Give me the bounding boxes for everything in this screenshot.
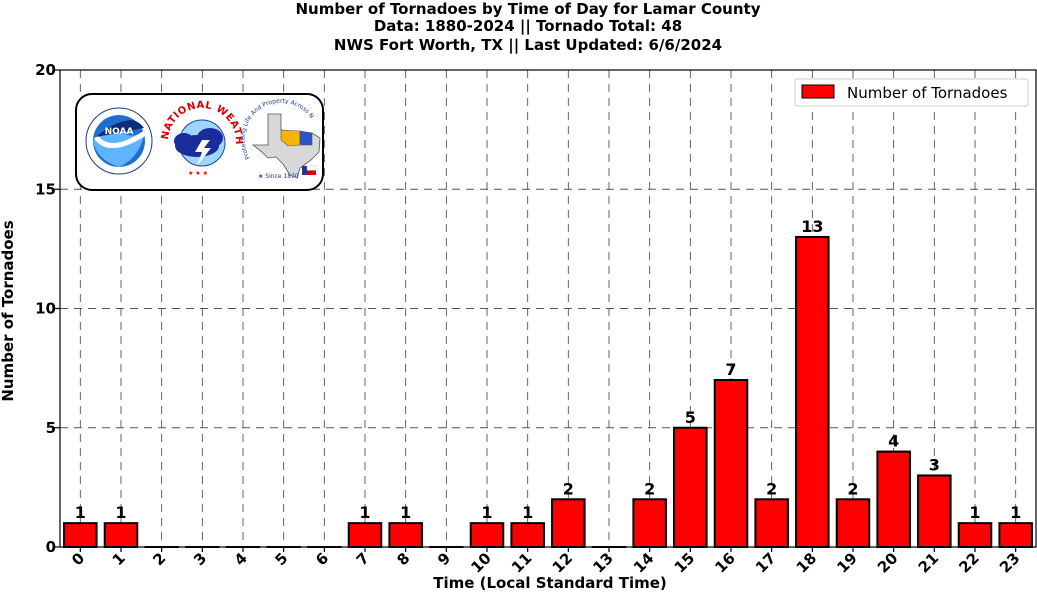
bars [63,235,1033,549]
x-tick-label: 11 [508,549,535,576]
x-tick-label: 2 [149,549,169,569]
bar-value-label-hour-21: 3 [929,455,940,474]
x-tick-label: 22 [955,549,982,576]
bar-hour-11 [510,522,545,549]
logo-panel: NOAA NATIONAL WEATHER SERVICE ★ ★ ★ Prot… [0,0,324,191]
bar-value-label-hour-23: 1 [1010,503,1021,522]
chart-title-line-2: Data: 1880-2024 || Tornado Total: 48 [374,17,682,36]
x-tick-label: 3 [190,549,210,569]
bar-hour-19 [835,498,871,548]
y-tick-label: 0 [46,538,56,556]
x-tick-label: 6 [312,549,332,569]
y-axis-ticks: 0 5 10 15 20 [35,61,60,556]
legend-label: Number of Tornadoes [847,84,1008,102]
bar-value-label-hour-11: 1 [522,503,533,522]
y-tick-label: 15 [35,180,56,198]
bar-hour-0 [63,522,98,549]
bar-hour-7 [347,522,383,549]
y-tick-label: 5 [46,419,56,437]
bar-value-label-hour-14: 2 [644,479,655,498]
bar-value-label-hour-22: 1 [969,503,980,522]
bar-hour-1 [103,522,139,549]
bar-value-label-hour-15: 5 [685,408,696,427]
x-tick-label: 21 [915,549,942,576]
bar-hour-17 [754,498,789,548]
x-tick-label: 0 [68,549,88,569]
svg-text:★ ★ ★: ★ ★ ★ [188,170,208,177]
x-tick-label: 17 [752,549,779,576]
bar-hour-14 [632,498,667,548]
x-tick-label: 1 [109,549,129,569]
legend: Number of Tornadoes [794,78,1029,107]
x-tick-label: 19 [833,549,860,576]
chart-title: Number of Tornadoes by Time of Day for L… [296,0,761,55]
x-axis-label: Time (Local Standard Time) [433,574,667,592]
x-tick-label: 20 [874,549,901,576]
x-tick-label: 10 [467,549,494,576]
texas-flag-icon [302,165,317,175]
bar-hour-12 [551,498,586,548]
y-tick-label: 10 [35,300,56,318]
bar-hour-10 [469,522,505,549]
x-tick-label: 13 [589,549,616,576]
x-axis-ticks: 0 1 2 3 4 5 6 7 8 9 10 11 12 13 14 15 16 17 18 19 20 21 22 23 [68,547,1023,577]
x-tick-label: 7 [353,549,373,569]
bar-value-label-hour-20: 4 [888,432,899,451]
x-tick-label: 8 [393,549,413,569]
bar-value-label-hour-10: 1 [481,503,492,522]
bar-hour-18 [795,235,830,548]
bar-hour-8 [388,522,423,549]
bar-hour-22 [957,522,993,549]
chart-title-line-3: NWS Fort Worth, TX || Last Updated: 6/6/… [334,36,722,55]
y-axis-label: Number of Tornadoes [0,220,17,401]
legend-box [794,78,1029,107]
x-tick-label: 4 [231,549,251,569]
y-tick-label: 20 [35,61,56,79]
bar-hour-20 [876,450,911,549]
bar-hour-16 [713,379,749,548]
bar-hour-15 [673,426,708,548]
legend-swatch [801,84,835,99]
x-tick-label: 23 [996,549,1023,576]
noaa-logo-text: NOAA [105,127,134,137]
x-tick-label: 14 [630,549,657,576]
noaa-logo: NOAA [85,107,153,175]
bar-hour-23 [998,522,1033,549]
bar-value-label-hour-0: 1 [75,503,86,522]
bar-hour-21 [917,474,952,549]
x-tick-label: 9 [434,549,454,569]
since-1870-text: ★ Since 1870 [258,173,299,180]
x-tick-label: 5 [271,549,291,569]
bar-value-label-hour-7: 1 [359,503,370,522]
bar-value-label-hour-17: 2 [766,479,777,498]
bar-value-label-hour-19: 2 [847,479,858,498]
chart-title-line-1: Number of Tornadoes by Time of Day for L… [296,0,761,18]
bar-value-label-hour-18: 13 [801,217,823,236]
bar-value-label-hour-16: 7 [725,360,736,379]
x-tick-label: 15 [671,549,698,576]
bar-value-label-hour-12: 2 [563,479,574,498]
bar-value-label-hour-1: 1 [115,503,126,522]
x-tick-label: 18 [793,549,820,576]
bar-value-label-hour-8: 1 [400,503,411,522]
x-tick-label: 16 [711,549,738,576]
x-tick-label: 12 [549,549,576,576]
